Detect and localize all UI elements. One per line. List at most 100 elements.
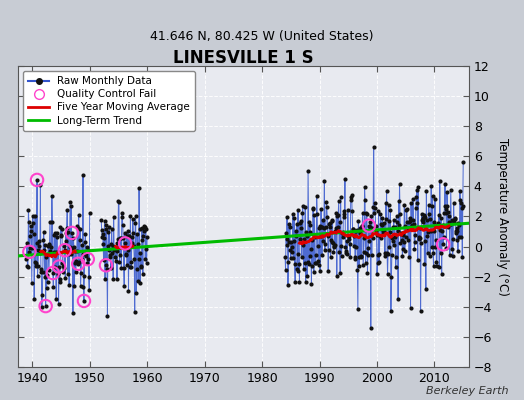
Point xyxy=(369,144,378,150)
Point xyxy=(323,233,332,239)
Point xyxy=(318,252,326,258)
Point xyxy=(400,239,408,245)
Point xyxy=(142,246,150,252)
Point xyxy=(325,220,334,226)
Point xyxy=(421,214,429,220)
Point xyxy=(123,233,131,240)
Point xyxy=(143,260,151,266)
Point xyxy=(340,214,348,220)
Point xyxy=(51,229,59,236)
Point xyxy=(62,238,70,245)
Point xyxy=(441,181,449,188)
Point xyxy=(366,224,374,230)
Point xyxy=(413,200,421,206)
Point xyxy=(307,246,315,252)
Point xyxy=(298,254,306,260)
Text: 41.646 N, 80.425 W (United States): 41.646 N, 80.425 W (United States) xyxy=(150,30,374,43)
Point xyxy=(421,238,430,244)
Point xyxy=(140,223,148,230)
Point xyxy=(440,203,449,209)
Point xyxy=(108,243,117,249)
Point xyxy=(334,224,342,230)
Point xyxy=(373,232,381,238)
Point xyxy=(375,251,384,258)
Point xyxy=(111,244,119,251)
Point xyxy=(355,263,364,270)
Point xyxy=(46,219,54,225)
Point xyxy=(355,254,363,260)
Point xyxy=(83,244,91,250)
Point xyxy=(139,233,148,239)
Point xyxy=(418,216,427,222)
Point xyxy=(131,220,139,226)
Point xyxy=(282,230,290,236)
Point xyxy=(424,228,432,235)
Point xyxy=(398,236,406,243)
Point xyxy=(382,216,390,222)
Point xyxy=(362,209,370,216)
Point xyxy=(383,250,391,256)
Point xyxy=(287,254,295,261)
Point xyxy=(317,206,325,212)
Point xyxy=(376,232,384,239)
Point xyxy=(127,259,136,265)
Point xyxy=(82,253,90,259)
Point xyxy=(24,206,32,213)
Point xyxy=(377,235,386,241)
Point xyxy=(45,241,53,247)
Point xyxy=(68,230,76,236)
Point xyxy=(370,210,378,216)
Point xyxy=(442,206,450,213)
Point xyxy=(137,262,146,269)
Point xyxy=(39,237,48,244)
Point xyxy=(319,238,328,244)
Point xyxy=(309,206,318,212)
Point xyxy=(40,247,48,253)
Point xyxy=(281,253,289,260)
Point xyxy=(362,250,370,256)
Point xyxy=(358,222,366,229)
Point xyxy=(390,216,398,223)
Point xyxy=(38,304,46,310)
Point xyxy=(85,210,94,216)
Point xyxy=(407,200,415,206)
Point xyxy=(139,270,147,277)
Point xyxy=(334,198,343,204)
Point xyxy=(391,234,399,240)
Point xyxy=(337,242,345,249)
Point xyxy=(286,247,294,253)
Point xyxy=(403,219,411,225)
Point xyxy=(293,266,301,272)
Point xyxy=(284,259,292,266)
Point xyxy=(418,217,426,223)
Point xyxy=(406,305,414,311)
Point xyxy=(365,238,374,244)
Point xyxy=(117,264,126,271)
Point xyxy=(378,228,387,234)
Point xyxy=(34,247,42,254)
Point xyxy=(37,266,45,272)
Point xyxy=(306,253,314,259)
Point xyxy=(435,178,444,184)
Point xyxy=(44,243,52,249)
Point xyxy=(132,213,140,219)
Point xyxy=(415,234,423,240)
Point xyxy=(39,229,48,236)
Point xyxy=(61,247,69,254)
Point xyxy=(312,252,320,258)
Point xyxy=(50,248,58,255)
Point xyxy=(61,274,70,281)
Point xyxy=(329,217,337,223)
Point xyxy=(419,219,427,225)
Point xyxy=(125,233,133,240)
Point xyxy=(281,267,290,274)
Point xyxy=(345,236,354,242)
Point xyxy=(433,262,441,269)
Point xyxy=(128,216,137,222)
Point xyxy=(371,205,379,211)
Point xyxy=(297,218,305,224)
Point xyxy=(318,224,326,230)
Point xyxy=(359,249,368,255)
Point xyxy=(49,270,57,276)
Point xyxy=(326,254,335,260)
